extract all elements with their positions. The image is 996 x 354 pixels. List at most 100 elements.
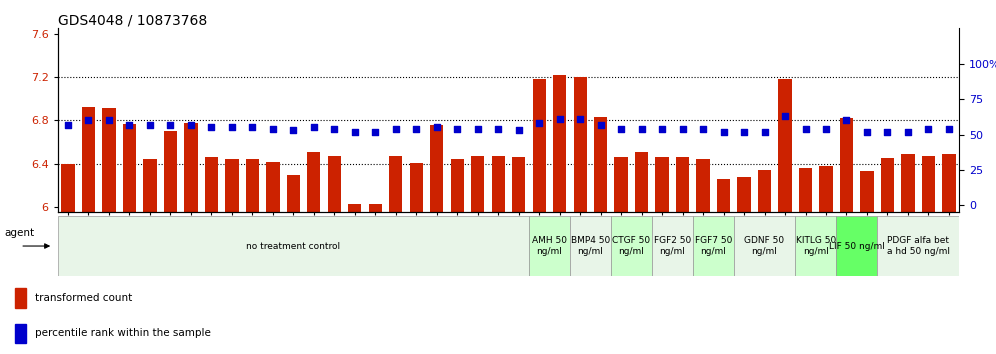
Bar — [163, 131, 177, 212]
Point — [429, 125, 445, 130]
Point — [695, 126, 711, 132]
Bar — [58, 216, 529, 276]
Bar — [795, 216, 837, 276]
Bar — [676, 157, 689, 212]
Bar — [651, 216, 693, 276]
Bar — [778, 79, 792, 212]
Bar — [287, 175, 300, 212]
Point — [757, 129, 773, 135]
Bar — [512, 157, 525, 212]
Point — [941, 126, 957, 132]
Bar — [570, 216, 611, 276]
Bar — [799, 168, 812, 212]
Bar — [611, 216, 651, 276]
Bar — [615, 157, 627, 212]
Bar — [553, 75, 567, 212]
Point — [490, 126, 506, 132]
Bar — [880, 158, 894, 212]
Text: PDGF alfa bet
a hd 50 ng/ml: PDGF alfa bet a hd 50 ng/ml — [886, 236, 949, 256]
Bar — [82, 107, 96, 212]
Bar — [594, 117, 608, 212]
Point — [736, 129, 752, 135]
Bar — [737, 177, 751, 212]
Text: LIF 50 ng/ml: LIF 50 ng/ml — [829, 241, 884, 251]
Point — [511, 127, 527, 133]
Point — [798, 126, 814, 132]
Bar — [409, 162, 423, 212]
Point — [327, 126, 343, 132]
Bar — [16, 288, 26, 308]
Bar — [861, 171, 873, 212]
Point — [162, 122, 178, 127]
Bar — [246, 159, 259, 212]
Text: CTGF 50
ng/ml: CTGF 50 ng/ml — [613, 236, 650, 256]
Point — [244, 125, 260, 130]
Text: GDS4048 / 10873768: GDS4048 / 10873768 — [58, 13, 207, 27]
Bar — [143, 159, 156, 212]
Point — [879, 129, 895, 135]
Bar — [328, 156, 341, 212]
Bar — [921, 156, 935, 212]
Text: no treatment control: no treatment control — [246, 241, 341, 251]
Point — [614, 126, 629, 132]
Text: GDNF 50
ng/ml: GDNF 50 ng/ml — [744, 236, 785, 256]
Point — [920, 126, 936, 132]
Bar — [877, 216, 959, 276]
Bar — [820, 166, 833, 212]
Bar — [529, 216, 570, 276]
Point — [101, 118, 117, 123]
Text: agent: agent — [5, 228, 35, 238]
Point — [203, 125, 219, 130]
Bar — [266, 161, 280, 212]
Point — [265, 126, 281, 132]
Bar — [840, 118, 854, 212]
Bar — [123, 124, 136, 212]
Point — [81, 118, 97, 123]
Point — [552, 116, 568, 122]
Text: BMP4 50
ng/ml: BMP4 50 ng/ml — [571, 236, 610, 256]
Point — [122, 122, 137, 127]
Point — [306, 125, 322, 130]
Text: FGF2 50
ng/ml: FGF2 50 ng/ml — [653, 236, 691, 256]
Bar — [62, 164, 75, 212]
Point — [224, 125, 240, 130]
Bar — [693, 216, 734, 276]
Bar — [942, 154, 955, 212]
Point — [859, 129, 874, 135]
Point — [593, 122, 609, 127]
Point — [674, 126, 690, 132]
Text: AMH 50
ng/ml: AMH 50 ng/ml — [532, 236, 567, 256]
Text: transformed count: transformed count — [35, 293, 131, 303]
Point — [654, 126, 670, 132]
Point — [818, 126, 834, 132]
Text: KITLG 50
ng/ml: KITLG 50 ng/ml — [796, 236, 836, 256]
Bar — [307, 152, 321, 212]
Bar — [696, 159, 710, 212]
Bar — [369, 204, 381, 212]
Point — [449, 126, 465, 132]
Point — [368, 129, 383, 135]
Point — [633, 126, 649, 132]
Point — [183, 122, 199, 127]
Text: percentile rank within the sample: percentile rank within the sample — [35, 329, 210, 338]
Point — [777, 113, 793, 119]
Bar — [717, 179, 730, 212]
Bar — [635, 152, 648, 212]
Bar — [450, 159, 464, 212]
Bar — [574, 77, 587, 212]
Bar — [389, 156, 402, 212]
Bar — [184, 122, 197, 212]
Bar — [901, 154, 914, 212]
Bar — [471, 156, 484, 212]
Point — [531, 120, 547, 126]
Point — [60, 122, 76, 127]
Point — [839, 118, 855, 123]
Bar — [16, 324, 26, 343]
Point — [900, 129, 916, 135]
Bar — [205, 157, 218, 212]
Point — [286, 127, 302, 133]
Bar — [225, 159, 239, 212]
Bar — [103, 108, 116, 212]
Bar — [734, 216, 795, 276]
Bar — [655, 157, 668, 212]
